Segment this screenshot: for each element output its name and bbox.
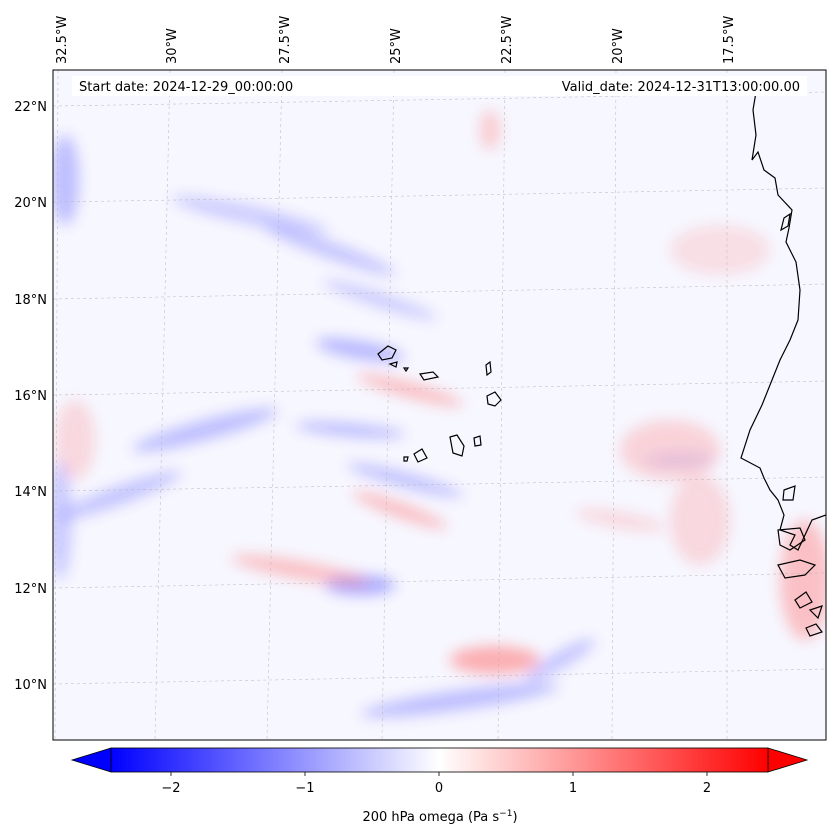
lon-label-22-5w: 22.5°W <box>500 16 515 64</box>
lon-label-17-5w: 17.5°W <box>722 16 737 64</box>
latitude-labels: 22°N 20°N 18°N 16°N 14°N 12°N 10°N <box>14 100 47 693</box>
colorbar-gradient <box>110 747 769 773</box>
colorbar-label-close: ) <box>512 810 517 825</box>
colorbar-tick-label: −2 <box>161 781 180 796</box>
colorbar-extend-min <box>70 747 112 773</box>
colorbar: −2 −1 0 1 2 200 hPa omega (Pa s−1) <box>70 747 809 825</box>
lat-label-22n: 22°N <box>14 100 47 115</box>
colorbar-tick-label: 0 <box>435 781 443 796</box>
lat-label-20n: 20°N <box>14 196 47 211</box>
colorbar-label-exponent: −1 <box>499 809 512 819</box>
colorbar-tick-label: 1 <box>569 781 577 796</box>
colorbar-label: 200 hPa omega (Pa s−1) <box>362 809 517 825</box>
lat-label-12n: 12°N <box>14 582 47 597</box>
colorbar-label-main: 200 hPa omega (Pa s <box>362 810 499 825</box>
map-frame <box>52 69 827 741</box>
lat-label-14n: 14°N <box>14 485 47 500</box>
lat-label-10n: 10°N <box>14 678 47 693</box>
lon-label-20w: 20°W <box>611 28 626 64</box>
colorbar-tick-label: −1 <box>295 781 314 796</box>
lon-label-27-5w: 27.5°W <box>278 16 293 64</box>
colorbar-tick-label: 2 <box>703 781 711 796</box>
date-header-strip <box>72 76 807 96</box>
colorbar-ticks <box>170 772 708 776</box>
lon-label-30w: 30°W <box>165 28 180 64</box>
lat-label-18n: 18°N <box>14 293 47 308</box>
map-background <box>53 70 826 740</box>
lat-label-16n: 16°N <box>14 389 47 404</box>
map-gridlines <box>53 70 826 740</box>
lon-label-25w: 25°W <box>389 28 404 64</box>
omega-field <box>53 110 826 718</box>
lon-label-32-5w: 32.5°W <box>55 16 70 64</box>
start-date-label: Start date: 2024-12-29_00:00:00 <box>79 80 293 95</box>
coastline <box>740 79 826 637</box>
longitude-labels: 32.5°W 30°W 27.5°W 25°W 22.5°W 20°W 17.5… <box>55 16 737 64</box>
map-panel: Start date: 2024-12-29_00:00:00 Valid_da… <box>52 69 827 741</box>
colorbar-extend-max <box>767 747 809 773</box>
valid-date-label: Valid_date: 2024-12-31T13:00:00.00 <box>562 80 800 95</box>
cape-verde-islands <box>377 345 502 463</box>
